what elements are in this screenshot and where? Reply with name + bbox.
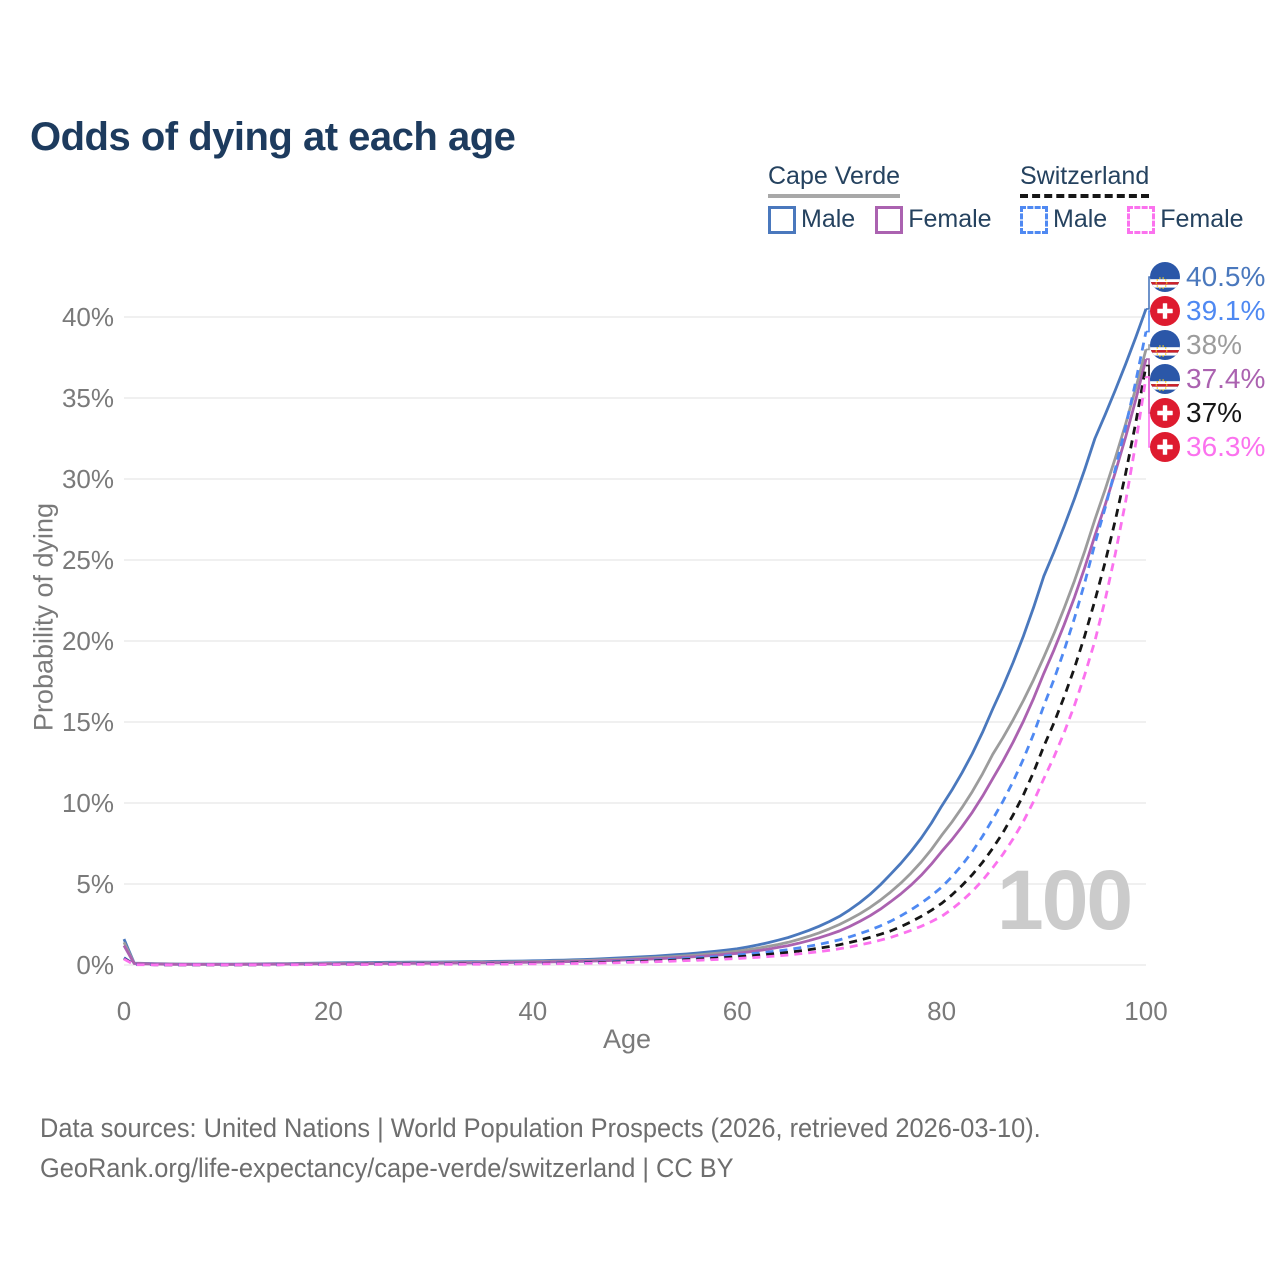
- cape-verde-flag-icon: [1150, 262, 1180, 292]
- x-tick-label: 20: [314, 996, 343, 1026]
- end-label-value: 37%: [1186, 397, 1243, 428]
- y-tick-label: 30%: [62, 464, 114, 494]
- y-tick-label: 0%: [76, 950, 114, 980]
- footer: Data sources: United Nations | World Pop…: [40, 1108, 1105, 1188]
- end-label-value: 37.4%: [1186, 363, 1266, 394]
- end-label-value: 36.3%: [1186, 431, 1266, 462]
- legend-heading-cape-verde: Cape Verde: [768, 162, 901, 198]
- legend-item-cape-verde-female[interactable]: Female: [875, 205, 992, 234]
- series-line-switzerland-male: [123, 331, 1148, 967]
- series-line-switzerland-both-sexes: [123, 365, 1148, 967]
- legend-item-switzerland-female[interactable]: Female: [1127, 205, 1244, 234]
- y-axis-tick-labels: 0% 5% 10% 15% 20% 25% 30% 35% 40%: [62, 302, 114, 980]
- y-tick-label: 10%: [62, 788, 114, 818]
- x-axis-tick-labels: 0 20 40 60 80 100: [117, 996, 1168, 1026]
- switzerland-flag-icon: [1150, 432, 1180, 462]
- y-tick-label: 40%: [62, 302, 114, 332]
- x-axis-title: Age: [602, 1024, 652, 1054]
- y-tick-label: 25%: [62, 545, 114, 575]
- series-line-cape-verde-both-sexes: [122, 349, 1148, 966]
- legend-label: Female: [908, 205, 992, 233]
- x-tick-label: 40: [518, 996, 547, 1026]
- legend-label: Male: [1053, 205, 1108, 233]
- legend-item-cape-verde-male[interactable]: Male: [768, 205, 855, 234]
- end-label-value: 38%: [1186, 329, 1243, 360]
- legend-group-cape-verde: Cape Verde Male Female: [768, 162, 992, 234]
- cape-verde-flag-icon: [1150, 364, 1180, 394]
- chart-title: Odds of dying at each age: [30, 114, 516, 159]
- series-line-cape-verde-female: [122, 358, 1148, 966]
- legend-checkbox-switzerland-female[interactable]: [1127, 205, 1156, 234]
- legend-group-switzerland: Switzerland Male Female: [1020, 162, 1244, 234]
- legend-heading-switzerland: Switzerland: [1020, 162, 1150, 198]
- y-tick-label: 15%: [62, 707, 114, 737]
- x-tick-label: 100: [1124, 996, 1167, 1026]
- series-line-switzerland-female: [123, 376, 1148, 967]
- legend-checkbox-switzerland-male[interactable]: [1020, 205, 1048, 234]
- cape-verde-flag-icon: [1150, 330, 1180, 360]
- y-axis-title: Probability of dying: [28, 502, 59, 732]
- switzerland-flag-icon: [1150, 296, 1180, 326]
- x-tick-label: 60: [723, 996, 752, 1026]
- age-watermark: 100: [997, 853, 1133, 947]
- y-tick-label: 20%: [62, 626, 114, 656]
- legend-checkbox-cape-verde-female[interactable]: [875, 205, 904, 234]
- legend-checkbox-cape-verde-male[interactable]: [768, 205, 796, 234]
- x-tick-label: 80: [927, 996, 956, 1026]
- end-label-value: 39.1%: [1186, 295, 1266, 326]
- legend-label: Male: [801, 205, 856, 233]
- footer-attribution: GeoRank.org/life-expectancy/cape-verde/s…: [40, 1153, 734, 1183]
- y-tick-label: 35%: [62, 383, 114, 413]
- end-label-row-switzerland-both-sexes: 37%: [1150, 397, 1243, 428]
- gridlines: [124, 316, 1146, 966]
- legend-label: Female: [1160, 205, 1244, 233]
- legend-item-switzerland-male[interactable]: Male: [1020, 205, 1107, 234]
- end-label-row-cape-verde-male: 40.5%: [1150, 261, 1266, 292]
- series-lines: [122, 308, 1148, 967]
- switzerland-flag-icon: [1150, 398, 1180, 428]
- end-label-row-cape-verde-female: 37.4%: [1150, 363, 1266, 394]
- footer-data-sources: Data sources: United Nations | World Pop…: [40, 1113, 1041, 1143]
- y-tick-label: 5%: [76, 869, 114, 899]
- end-label-row-switzerland-male: 39.1%: [1150, 295, 1266, 326]
- end-label-row-cape-verde-both-sexes: 38%: [1150, 329, 1243, 360]
- end-label-value: 40.5%: [1186, 261, 1266, 292]
- end-label-row-switzerland-female: 36.3%: [1150, 431, 1266, 462]
- x-tick-label: 0: [117, 996, 131, 1026]
